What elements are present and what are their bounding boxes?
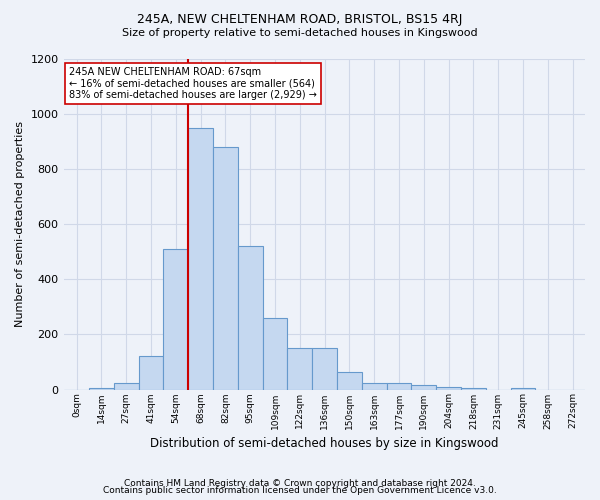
Bar	[412, 386, 436, 390]
Bar	[238, 246, 263, 390]
Bar	[511, 388, 535, 390]
Bar	[461, 388, 486, 390]
Bar	[337, 372, 362, 390]
X-axis label: Distribution of semi-detached houses by size in Kingswood: Distribution of semi-detached houses by …	[151, 437, 499, 450]
Bar	[89, 388, 114, 390]
Bar	[163, 249, 188, 390]
Bar	[436, 387, 461, 390]
Bar	[139, 356, 163, 390]
Bar	[362, 382, 386, 390]
Bar	[213, 147, 238, 390]
Bar	[386, 382, 412, 390]
Bar	[287, 348, 312, 390]
Text: 245A NEW CHELTENHAM ROAD: 67sqm
← 16% of semi-detached houses are smaller (564)
: 245A NEW CHELTENHAM ROAD: 67sqm ← 16% of…	[69, 68, 317, 100]
Bar	[114, 382, 139, 390]
Text: Contains HM Land Registry data © Crown copyright and database right 2024.: Contains HM Land Registry data © Crown c…	[124, 478, 476, 488]
Bar	[188, 128, 213, 390]
Text: Size of property relative to semi-detached houses in Kingswood: Size of property relative to semi-detach…	[122, 28, 478, 38]
Bar	[263, 318, 287, 390]
Bar	[312, 348, 337, 390]
Text: 245A, NEW CHELTENHAM ROAD, BRISTOL, BS15 4RJ: 245A, NEW CHELTENHAM ROAD, BRISTOL, BS15…	[137, 12, 463, 26]
Y-axis label: Number of semi-detached properties: Number of semi-detached properties	[15, 122, 25, 328]
Text: Contains public sector information licensed under the Open Government Licence v3: Contains public sector information licen…	[103, 486, 497, 495]
